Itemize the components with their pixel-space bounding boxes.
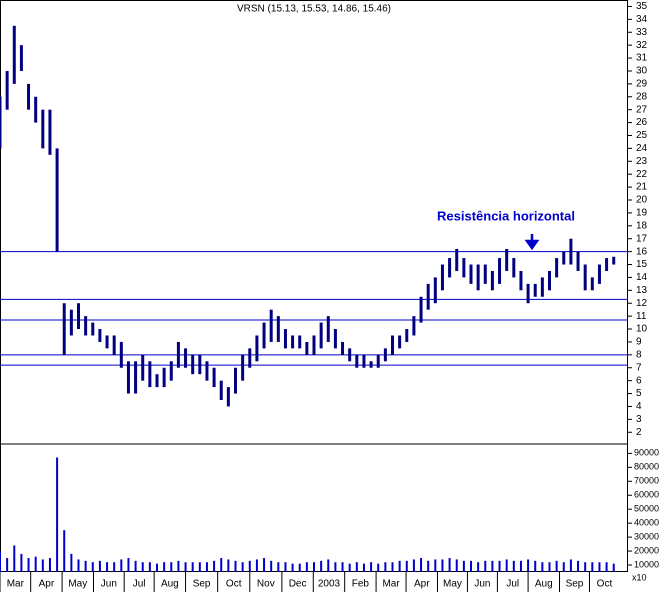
- x-tick-label: Sep: [193, 579, 211, 590]
- y-tick-label: 15: [636, 259, 648, 270]
- y-tick-label: 9: [636, 337, 642, 348]
- x-tick-label: 2003: [318, 579, 341, 590]
- annotation: Resistência horizontal: [437, 208, 575, 223]
- y2-tick-label: 60000: [634, 490, 659, 500]
- y-tick-label: 25: [636, 130, 648, 141]
- y-tick-label: 4: [636, 401, 642, 412]
- y-tick-label: 11: [636, 311, 647, 322]
- y-tick-label: 19: [636, 208, 648, 219]
- y-tick-label: 13: [636, 285, 648, 296]
- x-tick-label: Dec: [289, 579, 307, 590]
- y-tick-label: 2: [636, 427, 642, 438]
- y-tick-label: 8: [636, 349, 642, 360]
- y2-tick-label: 80000: [634, 462, 659, 472]
- x-tick-label: Nov: [257, 579, 275, 590]
- x-tick-label: Oct: [226, 579, 242, 590]
- y-tick-label: 27: [636, 104, 648, 115]
- y-tick-label: 21: [636, 182, 648, 193]
- y2-tick-label: 70000: [634, 476, 659, 486]
- y2-tick-label: 10000: [634, 559, 659, 569]
- plot-frame: [0, 0, 628, 572]
- y-tick-label: 24: [636, 143, 648, 154]
- y-tick-label: 35: [636, 1, 648, 12]
- y2-tick-label: 40000: [634, 518, 659, 528]
- y2-tick-label: 30000: [634, 531, 659, 541]
- x-tick-label: May: [443, 579, 462, 590]
- x-tick-label: Mar: [382, 579, 400, 590]
- x-tick-label: Aug: [535, 579, 553, 590]
- y2-tick-label: 50000: [634, 504, 659, 514]
- x-tick-label: Jun: [474, 579, 490, 590]
- y-tick-label: 12: [636, 298, 648, 309]
- y2-tick-label: 90000: [634, 448, 659, 458]
- x-tick-label: Sep: [566, 579, 584, 590]
- y-tick-label: 18: [636, 220, 648, 231]
- y-tick-label: 20: [636, 195, 648, 206]
- x-tick-label: Mar: [7, 579, 25, 590]
- x-tick-label: May: [68, 579, 87, 590]
- y-tick-label: 26: [636, 117, 648, 128]
- y-tick-label: 32: [636, 40, 648, 51]
- volume-unit: x10: [632, 572, 647, 582]
- x-tick-label: Jul: [506, 579, 519, 590]
- x-tick-label: Jun: [101, 579, 117, 590]
- y-tick-label: 17: [636, 233, 648, 244]
- y-tick-label: 22: [636, 169, 648, 180]
- y-tick-label: 16: [636, 246, 648, 257]
- y-tick-label: 23: [636, 156, 648, 167]
- y-tick-label: 3: [636, 414, 642, 425]
- y-tick-label: 6: [636, 375, 642, 386]
- y-tick-label: 10: [636, 324, 648, 335]
- x-tick-label: Oct: [597, 579, 613, 590]
- annotation-arrow: [524, 234, 540, 251]
- y-tick-label: 7: [636, 362, 642, 373]
- y-tick-label: 30: [636, 66, 648, 77]
- y-tick-label: 31: [636, 53, 648, 64]
- y-tick-label: 29: [636, 79, 648, 90]
- x-tick-label: Apr: [39, 579, 55, 590]
- y-tick-label: 14: [636, 272, 648, 283]
- chart-title: VRSN (15.13, 15.53, 14.86, 15.46): [237, 4, 391, 15]
- x-tick-label: Aug: [161, 579, 179, 590]
- y-tick-label: 28: [636, 91, 648, 102]
- x-tick-label: Apr: [414, 579, 430, 590]
- x-tick-label: Jul: [133, 579, 146, 590]
- x-tick-label: Feb: [352, 579, 370, 590]
- y-tick-label: 5: [636, 388, 642, 399]
- y-tick-label: 34: [636, 14, 648, 25]
- y-tick-label: 33: [636, 27, 648, 38]
- y2-tick-label: 20000: [634, 545, 659, 555]
